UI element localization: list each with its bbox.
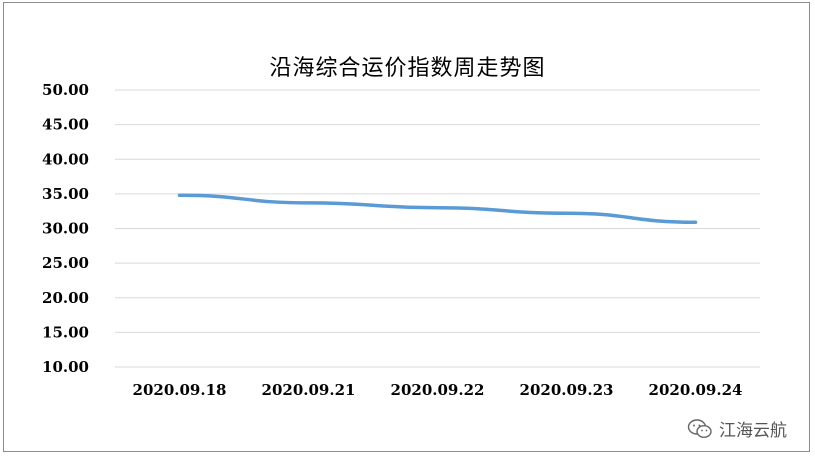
- gridlines: [115, 89, 760, 368]
- y-tick-label: 30.00: [42, 220, 89, 238]
- y-tick-label: 40.00: [42, 150, 89, 168]
- x-tick-label: 2020.09.23: [520, 381, 614, 399]
- y-tick-label: 35.00: [42, 185, 89, 203]
- y-tick-label: 10.00: [42, 358, 89, 376]
- y-tick-label: 15.00: [42, 323, 89, 341]
- series-line: [177, 193, 698, 225]
- y-tick-label: 50.00: [42, 81, 89, 99]
- chart-frame: [3, 2, 810, 452]
- y-tick-label: 45.00: [42, 116, 89, 134]
- watermark: 江海云航: [687, 416, 787, 441]
- x-tick-label: 2020.09.18: [133, 381, 227, 399]
- series-lines: [177, 193, 698, 225]
- watermark-text: 江海云航: [719, 421, 787, 441]
- y-tick-label: 25.00: [42, 254, 89, 272]
- chart-title: 沿海综合运价指数周走势图: [269, 56, 546, 81]
- wechat-icon: [687, 418, 712, 438]
- x-axis-ticks: 2020.09.18 2020.09.21 2020.09.22 2020.09.23…: [133, 381, 743, 399]
- x-tick-label: 2020.09.21: [262, 381, 356, 399]
- x-tick-label: 2020.09.22: [391, 381, 485, 399]
- y-tick-label: 20.00: [42, 289, 89, 307]
- x-tick-label: 2020.09.24: [649, 381, 743, 399]
- y-axis-ticks: 10.00 15.00 20.00 25.00 30.00 35.00 40.00 45.00…: [42, 81, 89, 376]
